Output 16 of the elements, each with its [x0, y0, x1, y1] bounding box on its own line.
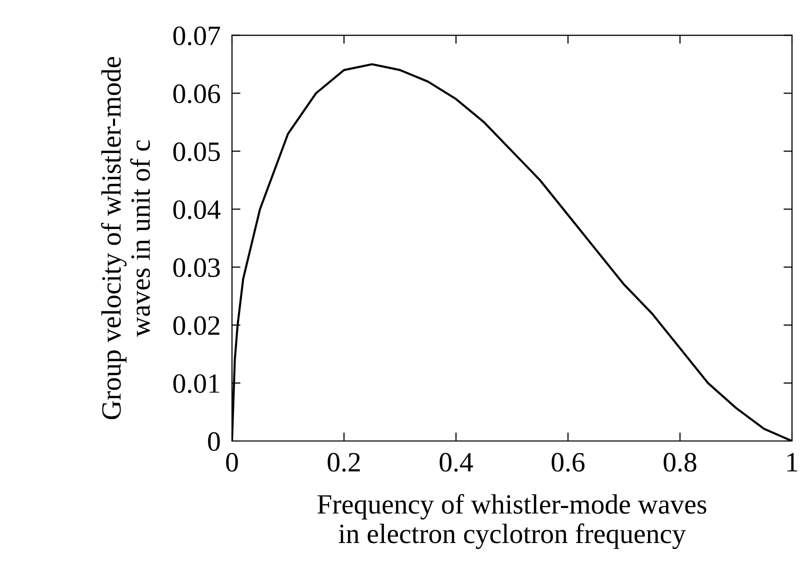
x-tick-label: 0.2: [328, 452, 360, 472]
x-tick-label: 0.4: [440, 452, 473, 472]
y-tick-label: 0.07: [173, 26, 220, 46]
y-tick-label: 0.05: [173, 142, 220, 162]
y-tick-label: 0.04: [173, 200, 220, 220]
x-tick-label: 0.6: [552, 452, 585, 472]
y-axis-title: Group velocity of whistler-mode waves in unit of c: [101, 56, 150, 420]
y-tick-label: 0.02: [173, 316, 220, 336]
y-tick-label: 0.03: [173, 258, 220, 278]
y-tick-label: 0.01: [173, 374, 220, 394]
y-tick-label: 0.06: [173, 84, 220, 104]
x-tick-label: 1: [788, 453, 798, 472]
y-tick-label: 0: [208, 432, 220, 451]
x-axis-title: Frequency of whistler-mode waves in electron cyclotron frequency: [318, 494, 706, 549]
x-tick-label: 0.8: [664, 452, 696, 472]
x-tick-label: 0: [226, 452, 238, 472]
